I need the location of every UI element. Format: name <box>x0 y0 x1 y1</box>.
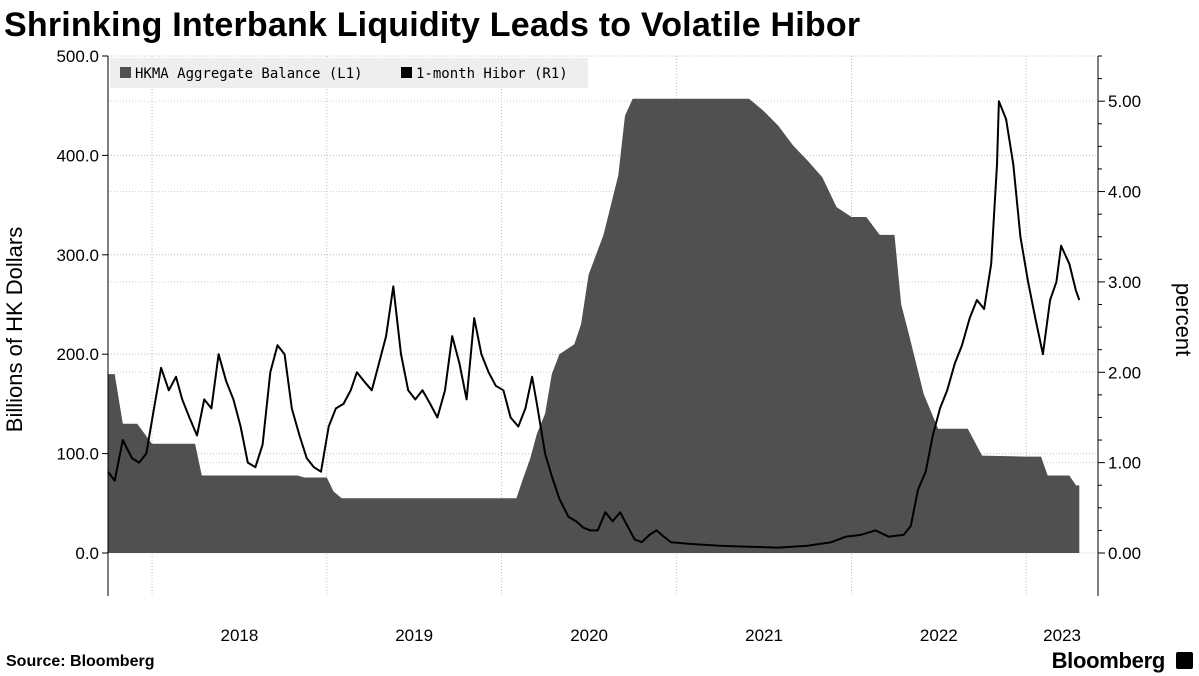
y-right-tick-label: 5.00 <box>1108 92 1141 111</box>
y-left-tick-label: 500.0 <box>56 47 99 66</box>
x-tick-label: 2022 <box>920 626 958 645</box>
y-right-tick-label: 0.00 <box>1108 544 1141 563</box>
axes: 0.0 100.0 200.0 300.0 400.0 500.0 Billions of … <box>2 47 1196 645</box>
x-tick-label: 2019 <box>395 626 433 645</box>
y-right-axis-title: percent <box>1171 283 1196 356</box>
legend: HKMA Aggregate Balance (L1) 1-month Hibor… <box>110 58 588 88</box>
y-right-tick-label: 1.00 <box>1108 454 1141 473</box>
series-area-hkma-aggregate-balance <box>108 98 1080 553</box>
y-left-tick-label: 100.0 <box>56 445 99 464</box>
y-right-tick-label: 4.00 <box>1108 183 1141 202</box>
legend-swatch <box>401 67 412 78</box>
y-left-tick-label: 200.0 <box>56 345 99 364</box>
source-note: Source: Bloomberg <box>6 653 155 670</box>
x-tick-label: 2023 <box>1043 626 1081 645</box>
y-left-axis-title: Billions of HK Dollars <box>2 227 27 432</box>
y-left-tick-label: 0.0 <box>75 544 99 563</box>
legend-swatch <box>120 67 131 78</box>
y-right-tick-label: 2.00 <box>1108 363 1141 382</box>
y-right-tick-label: 3.00 <box>1108 273 1141 292</box>
bloomberg-logo-icon <box>1176 652 1193 669</box>
area-layer <box>108 98 1080 553</box>
series-line-1-month-hibor <box>107 100 1081 549</box>
legend-entry-label: 1-month Hibor (R1) <box>416 66 568 82</box>
x-tick-label: 2021 <box>745 626 783 645</box>
line-layer <box>107 100 1081 549</box>
y-left-tick-label: 400.0 <box>56 146 99 165</box>
legend-entry-label: HKMA Aggregate Balance (L1) <box>135 66 363 82</box>
x-tick-label: 2020 <box>570 626 608 645</box>
x-tick-label: 2018 <box>220 626 258 645</box>
brand-logo-text: Bloomberg <box>1051 648 1166 673</box>
chart-title: Shrinking Interbank Liquidity Leads to V… <box>4 6 861 44</box>
y-left-tick-label: 300.0 <box>56 246 99 265</box>
legend-background <box>110 58 588 88</box>
